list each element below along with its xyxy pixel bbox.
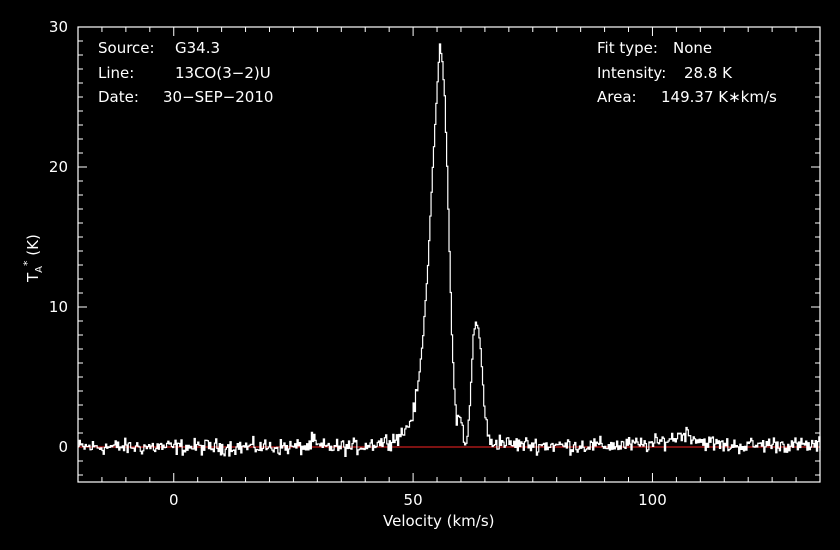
y-axis-label-unit: (K)	[24, 234, 42, 260]
y-tick-label: 10	[49, 298, 68, 316]
info-source-key: Source:	[98, 39, 155, 57]
tick-labels: 0 50 100 0 10 20 30	[49, 18, 667, 509]
x-tick-label: 0	[169, 491, 179, 509]
y-axis-label-sup: *	[21, 260, 34, 266]
info-source-value: G34.3	[175, 39, 220, 57]
x-tick-label: 100	[638, 491, 667, 509]
svg-text:TA* (K): TA* (K)	[21, 234, 45, 283]
info-right: Fit type: None Intensity: 28.8 K Area: 1…	[597, 39, 777, 106]
y-axis-label: TA* (K)	[21, 234, 45, 283]
plot-frame	[77, 26, 821, 483]
spectrum-line	[78, 43, 821, 458]
y-axis-label-sub: A	[34, 266, 45, 273]
y-axis-label-main: T	[24, 272, 42, 283]
info-intensity-key: Intensity:	[597, 64, 666, 82]
y-tick-label: 0	[58, 438, 68, 456]
info-fit-value: None	[673, 39, 712, 57]
info-left: Source: G34.3 Line: 13CO(3−2)U Date: 30−…	[98, 39, 273, 106]
info-fit-key: Fit type:	[597, 39, 658, 57]
info-area-value: 149.37 K∗km/s	[661, 88, 777, 106]
y-tick-label: 20	[49, 158, 68, 176]
axis-ticks	[77, 26, 821, 482]
y-tick-label: 30	[49, 18, 68, 36]
x-tick-label: 50	[404, 491, 423, 509]
info-date-key: Date:	[98, 88, 139, 106]
info-intensity-value: 28.8 K	[684, 64, 733, 82]
info-area-key: Area:	[597, 88, 637, 106]
x-axis-label: Velocity (km/s)	[383, 512, 494, 530]
info-date-value: 30−SEP−2010	[163, 88, 273, 106]
info-line-key: Line:	[98, 64, 134, 82]
info-line-value: 13CO(3−2)U	[175, 64, 271, 82]
